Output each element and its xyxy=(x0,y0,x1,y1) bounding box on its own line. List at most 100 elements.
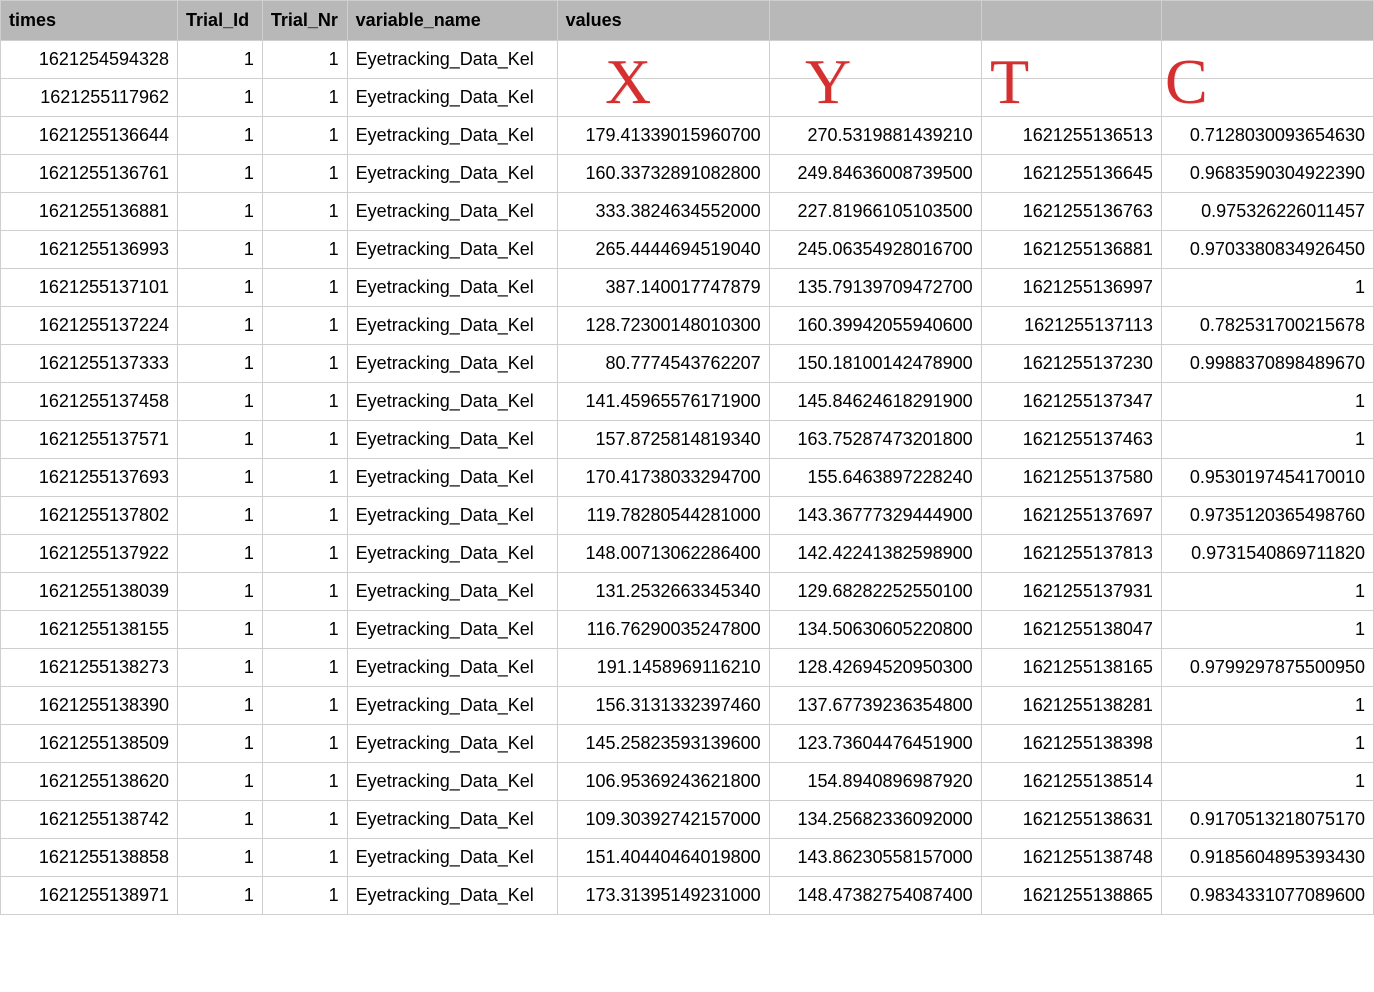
table-row[interactable]: 162125513874211Eyetracking_Data_Kel109.3… xyxy=(1,801,1374,839)
cell[interactable]: 0.975326226011457 xyxy=(1161,193,1373,231)
cell[interactable]: 1621255136997 xyxy=(981,269,1161,307)
cell[interactable] xyxy=(981,79,1161,117)
cell[interactable]: 1621255137230 xyxy=(981,345,1161,383)
cell[interactable]: 1 xyxy=(178,573,263,611)
cell[interactable]: 1621255137458 xyxy=(1,383,178,421)
cell[interactable]: 80.7774543762207 xyxy=(557,345,769,383)
cell[interactable]: Eyetracking_Data_Kel xyxy=(347,535,557,573)
cell[interactable]: 1 xyxy=(178,725,263,763)
cell[interactable]: Eyetracking_Data_Kel xyxy=(347,459,557,497)
cell[interactable]: 145.25823593139600 xyxy=(557,725,769,763)
cell[interactable]: 1621255138155 xyxy=(1,611,178,649)
cell[interactable]: 1 xyxy=(262,573,347,611)
cell[interactable]: 1621255137697 xyxy=(981,497,1161,535)
cell[interactable]: Eyetracking_Data_Kel xyxy=(347,573,557,611)
cell[interactable]: 1621255138748 xyxy=(981,839,1161,877)
cell[interactable]: 1 xyxy=(262,345,347,383)
cell[interactable]: 1621255136881 xyxy=(981,231,1161,269)
cell[interactable]: Eyetracking_Data_Kel xyxy=(347,41,557,79)
cell[interactable]: 1 xyxy=(1161,763,1373,801)
cell[interactable]: 0.9185604895393430 xyxy=(1161,839,1373,877)
cell[interactable]: 249.84636008739500 xyxy=(769,155,981,193)
cell[interactable]: 1 xyxy=(262,193,347,231)
cell[interactable]: 142.42241382598900 xyxy=(769,535,981,573)
cell[interactable]: 1 xyxy=(262,155,347,193)
cell[interactable]: 1 xyxy=(1161,383,1373,421)
cell[interactable]: 1621255136763 xyxy=(981,193,1161,231)
cell[interactable]: 1 xyxy=(262,307,347,345)
cell[interactable]: 157.8725814819340 xyxy=(557,421,769,459)
cell[interactable]: 245.06354928016700 xyxy=(769,231,981,269)
cell[interactable]: 1621255136513 xyxy=(981,117,1161,155)
cell[interactable]: Eyetracking_Data_Kel xyxy=(347,193,557,231)
col-header-variable-name[interactable]: variable_name xyxy=(347,1,557,41)
cell[interactable]: 1 xyxy=(262,117,347,155)
cell[interactable]: 150.18100142478900 xyxy=(769,345,981,383)
cell[interactable]: 1 xyxy=(262,649,347,687)
cell[interactable] xyxy=(981,41,1161,79)
cell[interactable]: 151.40440464019800 xyxy=(557,839,769,877)
cell[interactable]: 1621255138620 xyxy=(1,763,178,801)
cell[interactable]: 0.9731540869711820 xyxy=(1161,535,1373,573)
cell[interactable]: 1 xyxy=(178,269,263,307)
cell[interactable]: 116.76290035247800 xyxy=(557,611,769,649)
table-row[interactable]: 162125513862011Eyetracking_Data_Kel106.9… xyxy=(1,763,1374,801)
cell[interactable]: 134.25682336092000 xyxy=(769,801,981,839)
cell[interactable]: 0.7128030093654630 xyxy=(1161,117,1373,155)
col-header-times[interactable]: times xyxy=(1,1,178,41)
cell[interactable]: 1 xyxy=(178,41,263,79)
cell[interactable]: 1 xyxy=(262,877,347,915)
cell[interactable]: Eyetracking_Data_Kel xyxy=(347,725,557,763)
cell[interactable]: 0.9170513218075170 xyxy=(1161,801,1373,839)
cell[interactable]: 1621255137571 xyxy=(1,421,178,459)
cell[interactable]: 1 xyxy=(178,193,263,231)
cell[interactable]: 1 xyxy=(1161,269,1373,307)
cell[interactable]: 163.75287473201800 xyxy=(769,421,981,459)
cell[interactable]: Eyetracking_Data_Kel xyxy=(347,421,557,459)
cell[interactable]: 1 xyxy=(178,231,263,269)
cell[interactable]: 1621255138047 xyxy=(981,611,1161,649)
cell[interactable]: Eyetracking_Data_Kel xyxy=(347,877,557,915)
cell[interactable]: 1621255138165 xyxy=(981,649,1161,687)
cell[interactable]: 1 xyxy=(178,345,263,383)
cell[interactable] xyxy=(769,79,981,117)
cell[interactable]: 1 xyxy=(262,41,347,79)
cell[interactable]: 1621255117962 xyxy=(1,79,178,117)
cell[interactable]: 1 xyxy=(178,155,263,193)
cell[interactable]: Eyetracking_Data_Kel xyxy=(347,231,557,269)
cell[interactable]: 1621255136645 xyxy=(981,155,1161,193)
cell[interactable] xyxy=(557,79,769,117)
table-row[interactable]: 162125513769311Eyetracking_Data_Kel170.4… xyxy=(1,459,1374,497)
cell[interactable]: 1621255136761 xyxy=(1,155,178,193)
cell[interactable]: Eyetracking_Data_Kel xyxy=(347,307,557,345)
cell[interactable]: 1 xyxy=(262,231,347,269)
cell[interactable]: 1621255137813 xyxy=(981,535,1161,573)
cell[interactable]: 131.2532663345340 xyxy=(557,573,769,611)
cell[interactable]: 1621255137693 xyxy=(1,459,178,497)
cell[interactable]: 1621255138039 xyxy=(1,573,178,611)
table-row[interactable]: 162125513733311Eyetracking_Data_Kel80.77… xyxy=(1,345,1374,383)
cell[interactable]: 1 xyxy=(178,649,263,687)
cell[interactable]: Eyetracking_Data_Kel xyxy=(347,611,557,649)
cell[interactable]: 128.42694520950300 xyxy=(769,649,981,687)
cell[interactable]: 0.9683590304922390 xyxy=(1161,155,1373,193)
col-header-6[interactable] xyxy=(981,1,1161,41)
cell[interactable]: 1621255137922 xyxy=(1,535,178,573)
cell[interactable]: 333.3824634552000 xyxy=(557,193,769,231)
table-row[interactable]: 162125513780211Eyetracking_Data_Kel119.7… xyxy=(1,497,1374,535)
cell[interactable]: 1621255136644 xyxy=(1,117,178,155)
cell[interactable]: 1621255138858 xyxy=(1,839,178,877)
table-row[interactable]: 162125513803911Eyetracking_Data_Kel131.2… xyxy=(1,573,1374,611)
cell[interactable]: 1 xyxy=(1161,421,1373,459)
cell[interactable]: 1621255137580 xyxy=(981,459,1161,497)
cell[interactable]: 1621255138514 xyxy=(981,763,1161,801)
col-header-7[interactable] xyxy=(1161,1,1373,41)
cell[interactable]: 1621255136993 xyxy=(1,231,178,269)
cell[interactable]: 1621255138509 xyxy=(1,725,178,763)
table-row[interactable]: 162125513676111Eyetracking_Data_Kel160.3… xyxy=(1,155,1374,193)
cell[interactable]: 143.36777329444900 xyxy=(769,497,981,535)
cell[interactable]: 1 xyxy=(178,687,263,725)
cell[interactable]: 156.3131332397460 xyxy=(557,687,769,725)
cell[interactable]: 0.9799297875500950 xyxy=(1161,649,1373,687)
cell[interactable]: 1 xyxy=(178,307,263,345)
